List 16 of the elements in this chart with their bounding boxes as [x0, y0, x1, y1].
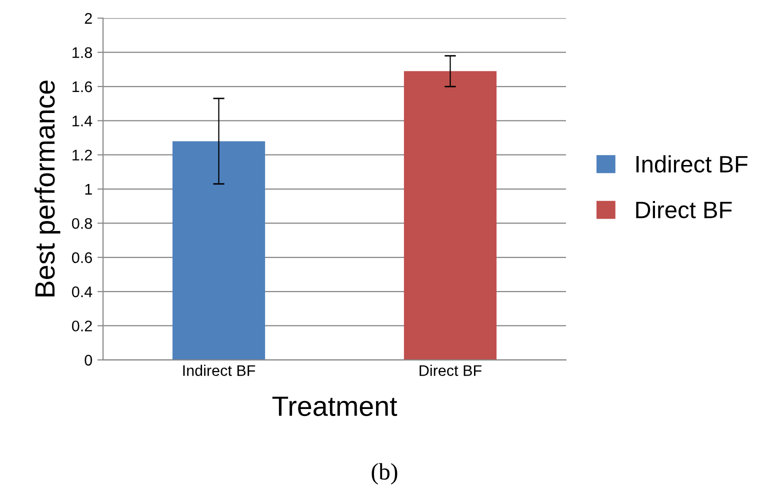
y-axis-title: Best performance	[34, 80, 60, 296]
y-tick-label: 1	[85, 184, 92, 195]
text: (b)	[372, 463, 398, 485]
y-tick-label: 2	[84, 13, 92, 24]
y-tick-label: 0	[84, 354, 92, 366]
y-tick-label: 1.2	[72, 150, 92, 160]
y-tick-label: 1.6	[72, 81, 92, 92]
y-tick-label: 0.2	[72, 320, 92, 332]
y-tick-label: 0.6	[72, 252, 92, 264]
y-tick-label: 0.4	[72, 286, 92, 298]
y-tick-label: 0.8	[72, 218, 92, 229]
legend-label: Direct BF	[636, 200, 732, 218]
legend-label: Indirect BF	[636, 155, 748, 173]
y-tick-label: 1.8	[72, 47, 92, 58]
y-tick-label: 1.4	[72, 116, 92, 126]
x-axis-title: Treatment	[272, 396, 398, 416]
